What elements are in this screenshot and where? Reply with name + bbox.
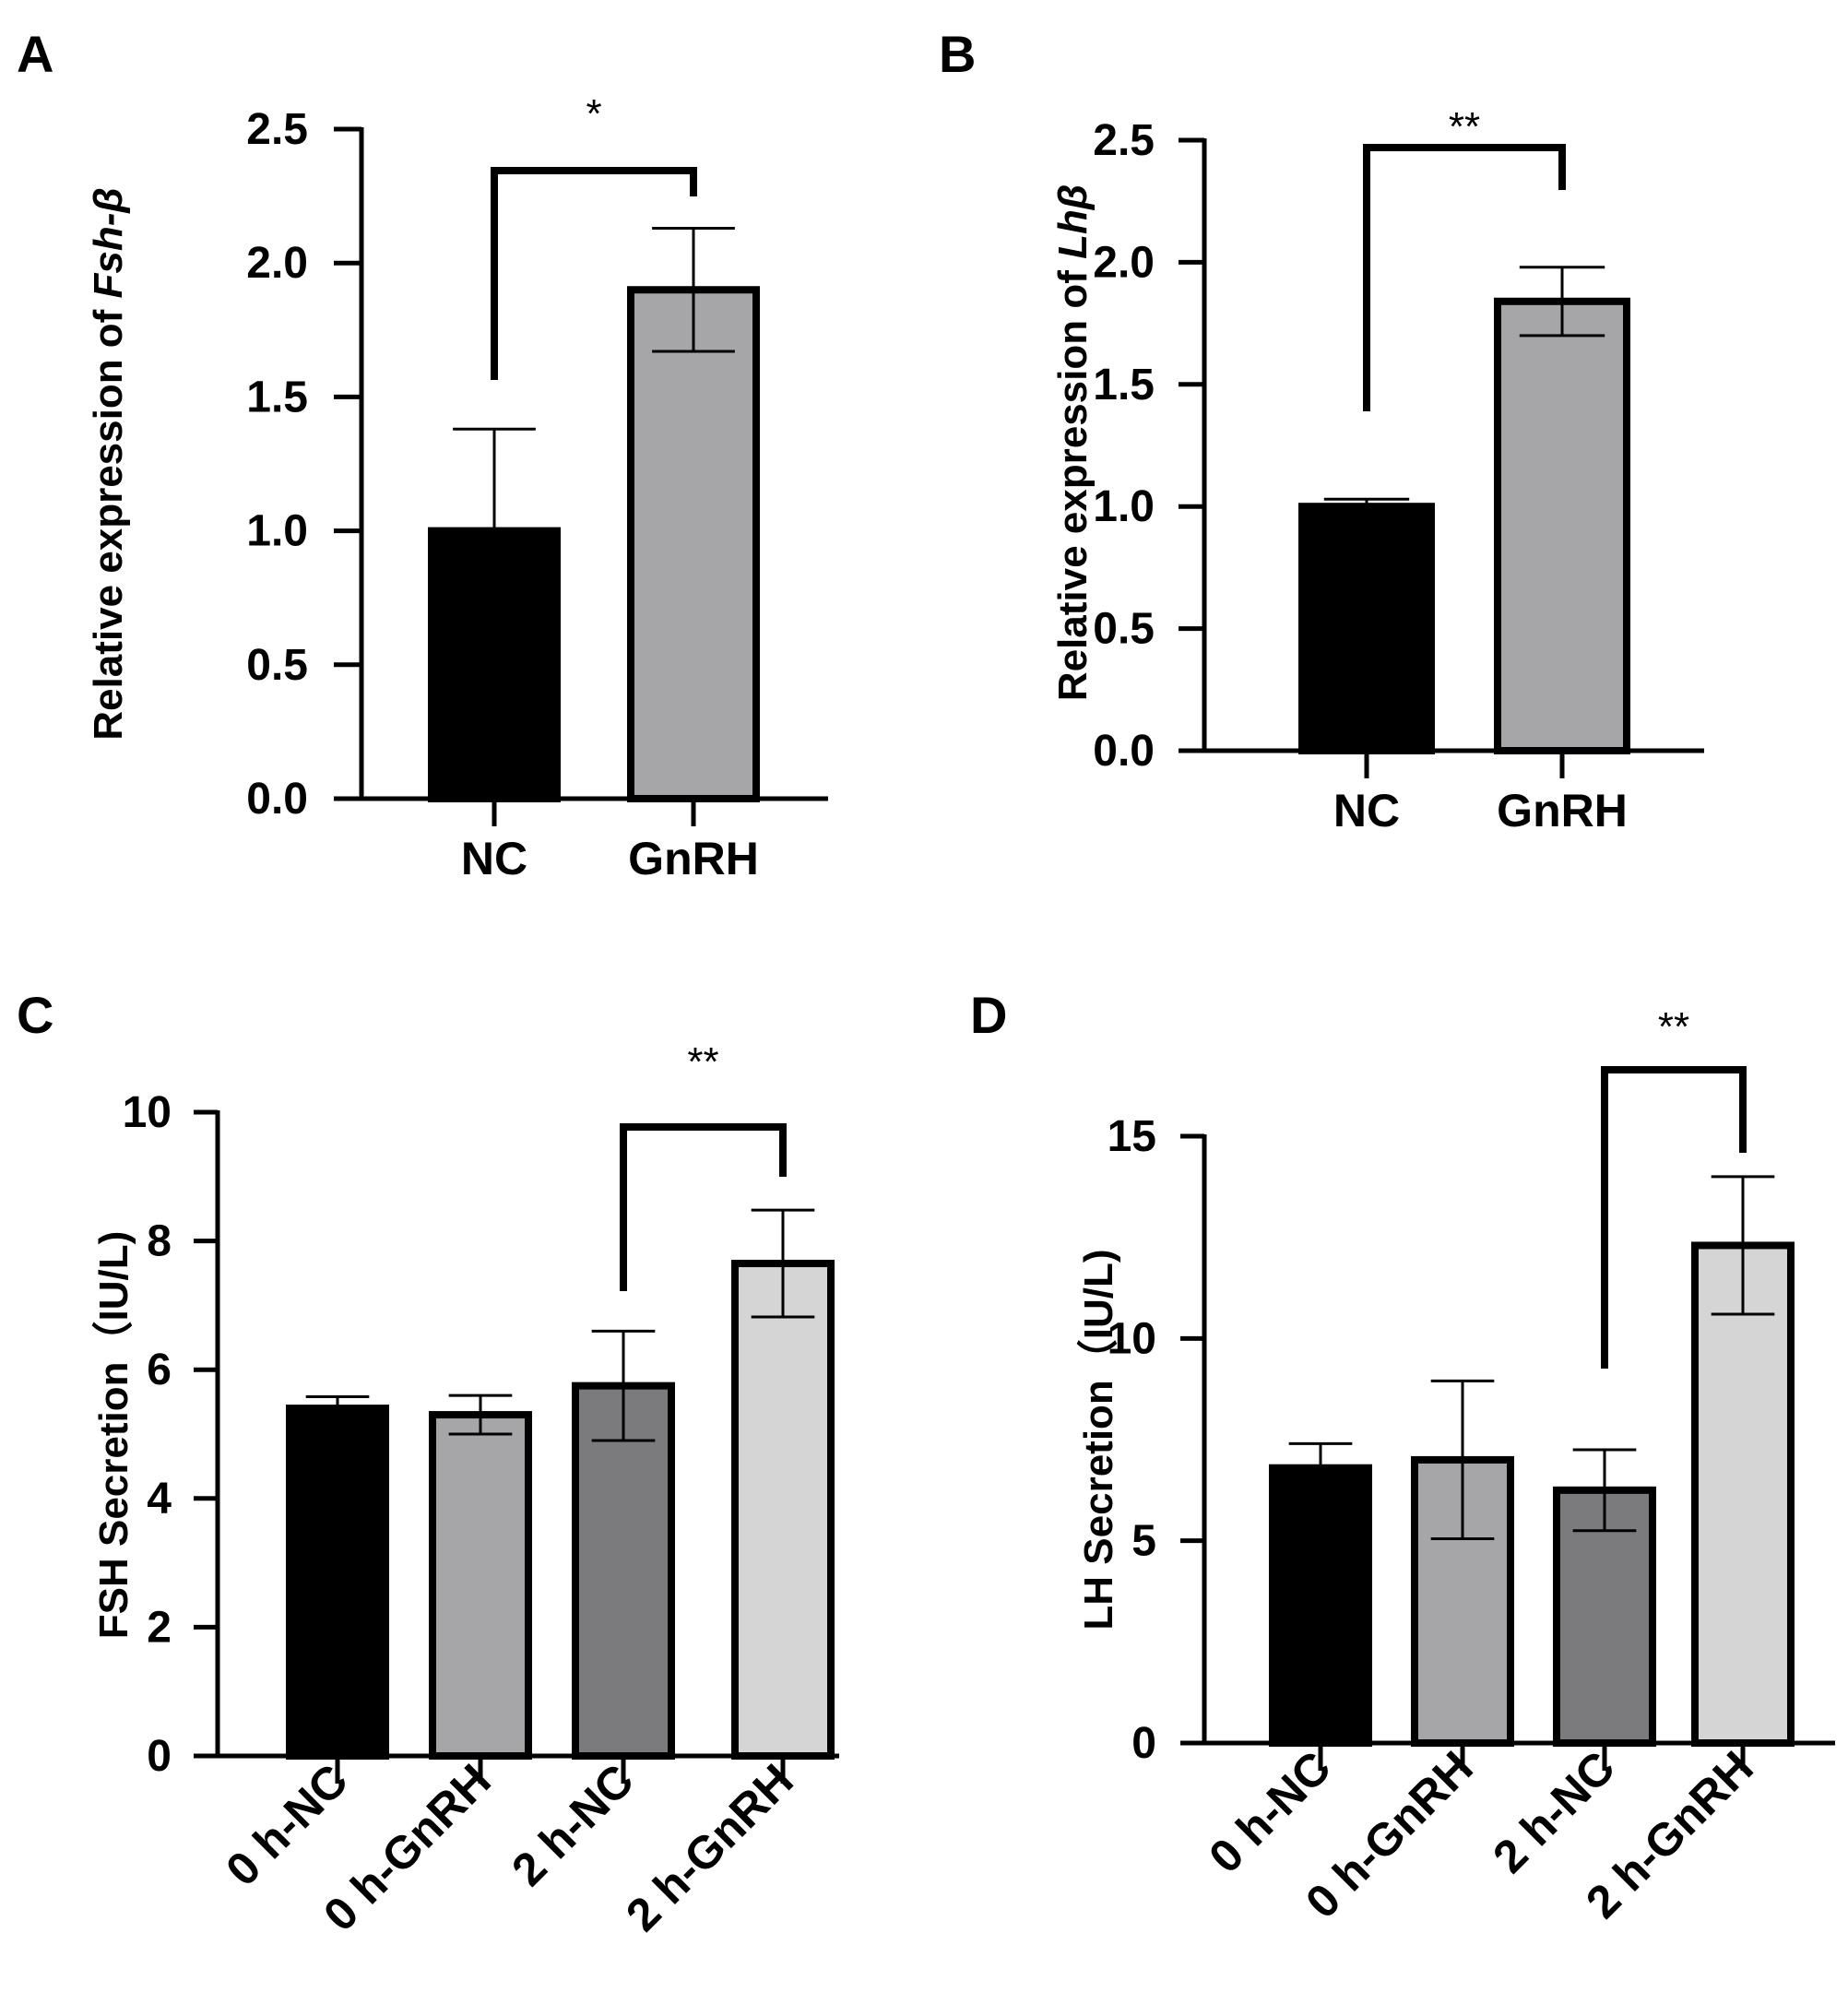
panel-b-y-label-prefix: Relative expression of [1050,259,1096,701]
panel-d-significance-bracket [1601,1066,1747,1369]
panel-d-y-tick-label: 5 [1131,1517,1156,1566]
panel-d-y-label: LH Secretion（IU/L) [1076,1249,1121,1630]
panel-d-bar [1691,1241,1795,1747]
panel-b-y-tick-label: 0.5 [1093,605,1155,654]
panel-c-y-tick-label: 4 [147,1475,172,1524]
panel-d-y-tick-label: 15 [1108,1112,1156,1161]
panel-b-y-tick-label: 2.0 [1093,238,1155,287]
panel-d-y-tick-label: 10 [1108,1314,1156,1363]
panel-b-category-label: NC [1333,785,1400,836]
panel-b-bar [1494,297,1630,754]
panel-a-y-tick-label: 2.5 [246,105,308,154]
panel-c-bar [286,1405,389,1760]
panel-a-y-tick-label: 2.0 [246,239,308,288]
panel-d-category-label: 0 h-NC [1199,1741,1341,1883]
panel-a-category-label: NC [461,833,527,884]
panel-c-category-label: 2 h-GnRH [616,1754,803,1941]
panel-b-significance-bracket [1363,144,1566,411]
panel-d-bar [1553,1486,1656,1748]
panel-c-significance-label: ** [687,1039,718,1085]
panel-b-y-tick-label: 0.0 [1093,727,1155,776]
panel-a-significance-label: * [586,91,601,136]
panel-a-category-label: GnRH [628,833,759,884]
panel-c-bar [429,1411,532,1761]
panel-c-bar [731,1260,835,1760]
panel-c-category-label: 2 h-NC [502,1754,644,1896]
panel-c-y-tick-label: 0 [147,1732,172,1781]
panel-b-bar [1298,503,1435,754]
panel-b-significance-label: ** [1449,104,1480,149]
panel-c-category-label: 0 h-NC [216,1754,358,1896]
panel-a-y-label-prefix: Relative expression of [86,298,131,740]
panel-d-significance-label: ** [1658,1004,1689,1050]
panel-b-category-label: GnRH [1497,785,1628,836]
panel-c-significance-bracket [620,1123,787,1291]
panel-b-y-tick-label: 1.0 [1093,482,1155,531]
panel-a-significance-bracket [491,167,697,380]
panel-c-y-tick-label: 8 [147,1217,172,1266]
panel-a: A 0.0 0.5 1.0 1.5 2.0 2.5 Relative expression o… [17,25,828,884]
panel-c-y-tick-label: 6 [147,1346,172,1394]
panel-a-y-tick-label: 1.0 [246,507,308,556]
panel-a-y-tick-label: 0.0 [246,775,308,824]
panel-c-y-tick-label: 10 [123,1088,172,1137]
panel-b-y-tick-label: 1.5 [1093,361,1155,409]
panel-a-y-tick-label: 0.5 [246,641,308,690]
panel-c-letter: C [17,986,53,1044]
panel-c-y-label: FSH Secretion（IU/L) [91,1231,136,1640]
panel-a-y-tick-label: 1.5 [246,373,308,421]
panel-b-letter: B [939,25,976,83]
panel-d-bar [1269,1464,1372,1747]
panel-d-y-tick-label: 0 [1131,1719,1156,1768]
panel-b-y-tick-label: 2.5 [1093,116,1155,165]
panel-a-letter: A [17,25,53,83]
panel-b: B 0.0 0.5 1.0 1.5 2.0 2.5 Relative expression o… [939,25,1704,836]
panel-b-y-label-gene: Lhβ [1050,184,1096,259]
panel-a-y-label: Relative expression of Fsh-β [86,187,131,740]
panel-b-y-label: Relative expression of Lhβ [1050,184,1096,701]
panel-d-letter: D [970,986,1007,1044]
panel-a-bar [627,286,760,802]
panel-a-y-label-gene: Fsh-β [86,187,131,298]
panel-d-category-label: 2 h-NC [1483,1741,1625,1883]
panel-c-y-tick-label: 2 [147,1603,172,1652]
